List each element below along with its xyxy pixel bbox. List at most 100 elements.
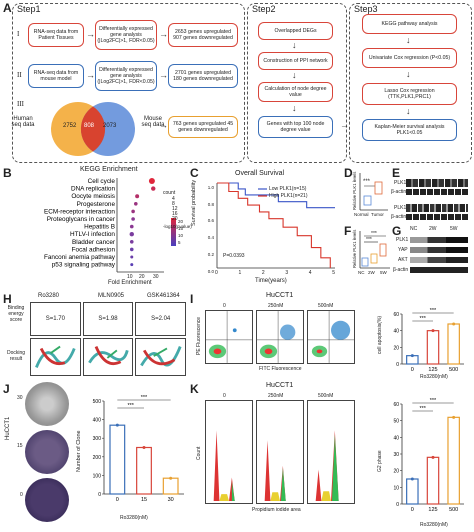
km-yticks: 1.0 0.8 0.6 0.4 0.2 0.0 (196, 180, 214, 280)
y-tick-label: 20 (393, 345, 399, 351)
bar-point (431, 455, 435, 459)
kegg-dot (131, 217, 135, 221)
panel-b-letter: B (3, 166, 12, 180)
kegg-dot (148, 178, 155, 184)
legend-count-values: 4 8 12 16 20 (172, 197, 178, 222)
km-high-line (217, 182, 331, 268)
down-arrow-icon: ↓ (406, 69, 411, 79)
docking-row (30, 338, 187, 376)
condition-label: 250nM (268, 303, 284, 309)
venn-right-label: Mouse seq data (141, 116, 165, 128)
condition-label: 250nM (268, 393, 284, 399)
legend-low: Low PLK1(n=15) (269, 186, 307, 192)
apoptosis-xlabel: Ro3280(nM) (420, 374, 448, 380)
cell-cycle-histogram (256, 400, 304, 504)
clone-xlabel: Ro3280(nM) (120, 515, 148, 521)
kegg-term-label: Progesterone (77, 201, 116, 208)
bar (406, 478, 419, 505)
docking-structure-image (82, 338, 134, 376)
panel-f-letter: F (344, 224, 352, 238)
panel-i-title: HuCCT1 (266, 292, 294, 299)
row1-source-box: RNA-seq data from Patient Tissues (28, 23, 84, 47)
y-tick-label: 60 (393, 312, 399, 318)
panel-k-title: HuCCT1 (266, 382, 294, 389)
g-row-label: β-actin (393, 267, 409, 273)
bar (162, 477, 179, 495)
panel-f-sig: *** (366, 237, 372, 243)
x-tick-label: 500 (449, 367, 458, 373)
j-row-label: 30 (17, 395, 23, 401)
colony-plate-image (25, 430, 69, 474)
panel-c-title: Overall Survival (235, 170, 285, 177)
legend-p-tick: 10 (178, 233, 184, 238)
cell-cycle-plots (205, 400, 355, 504)
y-tick-label: 0 (396, 362, 399, 368)
condition-label: 500nM (318, 393, 334, 399)
docking-structure-image (30, 338, 81, 376)
panel-k-letter: K (190, 382, 199, 396)
venn-diagram (51, 102, 135, 156)
bar-point (142, 446, 146, 449)
kegg-term-label: Oocyte meiosis (71, 193, 115, 200)
sig-label: *** (430, 398, 437, 404)
venn-left-label: Human seq data (11, 116, 35, 128)
kegg-term-label: Bladder cancer (72, 239, 116, 246)
compound-name: Ro3280 (38, 293, 60, 299)
step2-box-1: Overlapped DEGs (258, 22, 333, 40)
km-ytick: 0.6 (207, 218, 214, 224)
legend-p-title: -log10(pvalue) (163, 224, 192, 229)
km-ytick: 1.0 (207, 185, 214, 190)
kegg-dot (130, 263, 134, 267)
colony-plate-image (25, 382, 69, 426)
row2-result-box: 2701 genes upregulated 180 genes downreg… (168, 64, 238, 88)
pvalue-colorbar (171, 218, 176, 246)
sig-label: *** (419, 316, 426, 322)
condition-label: 0 (223, 303, 226, 309)
western-band (410, 267, 468, 273)
band-label: β-actin (391, 189, 407, 195)
flow-xlabel: FITC Fluorescence (259, 366, 302, 372)
plk1-boxplot-mouse (359, 231, 390, 269)
g-col-label: NC (410, 226, 418, 232)
score-cell: S=1.70 (30, 302, 81, 336)
band-label: PLK1 (394, 205, 407, 211)
g-row-label: YAP (398, 247, 408, 253)
kegg-dot (131, 209, 135, 214)
panel-a-letter: A (3, 1, 12, 15)
condition-label: 500nM (318, 303, 334, 309)
step3-box-4: Kaplan-Meier survival analysis PLK1<0.05 (362, 119, 457, 141)
legend-count-value: 8 (172, 201, 175, 207)
bar (426, 330, 440, 365)
x-tick-label: 30 (168, 497, 174, 503)
x-tick-label: 500 (449, 507, 458, 513)
legend-count-value: 20 (172, 216, 178, 222)
panel-d-letter: D (344, 166, 353, 180)
western-band (406, 214, 468, 220)
y-tick-label: 10 (393, 485, 399, 491)
y-tick-label: 500 (93, 399, 102, 405)
kegg-term-label: Fanconi anemia pathway (44, 254, 116, 261)
km-xtick: 0 (215, 270, 218, 276)
step2-box-4: Genes with top 100 node degree value (258, 116, 333, 138)
kegg-term-label: DNA replication (71, 186, 115, 193)
step3-box-2: Univariate Cox regression (P<0.05) (362, 48, 457, 68)
sig-label: *** (141, 395, 148, 401)
y-tick-label: 20 (393, 469, 399, 475)
down-arrow-icon: ↓ (292, 40, 297, 50)
km-xtick: 3 (285, 270, 289, 276)
km-ylabel: Survival probability (191, 179, 197, 226)
score-cell: S=2.04 (135, 302, 187, 336)
km-xtick: 5 (332, 270, 335, 276)
step3-frame (349, 3, 472, 163)
row2-analysis-box: Differentially expressed gene analysis (… (95, 61, 157, 91)
compound-name: MLN0905 (98, 293, 125, 299)
survival-plot (216, 182, 335, 269)
arrow-icon: → (159, 29, 168, 39)
kegg-term-label: Proteoglycans in cancer (47, 216, 116, 223)
step1-title: Step1 (17, 4, 41, 14)
panel-g-letter: G (392, 224, 402, 238)
pvalue-label: P=0.0393 (223, 253, 245, 259)
bar-point (115, 423, 119, 427)
g2-xlabel: Ro3280(nM) (420, 522, 448, 528)
